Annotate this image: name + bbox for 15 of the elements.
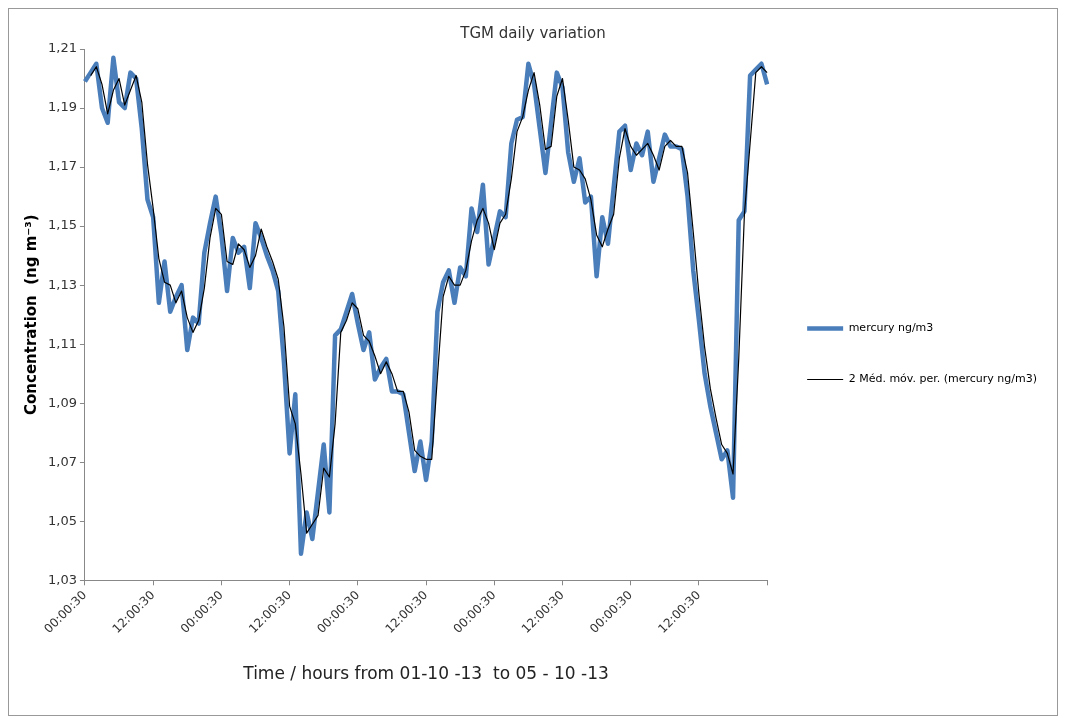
y-tick-label: 1,03 <box>47 571 77 587</box>
y-tick-label: 1,13 <box>47 276 77 292</box>
legend-label: 2 Méd. móv. per. (mercury ng/m3) <box>848 372 1038 386</box>
y-tick-label: 1,07 <box>47 453 77 469</box>
y-tick-label: 1,09 <box>47 394 77 410</box>
legend-label: mercury ng/m3 <box>848 321 934 335</box>
y-tick-label: 1,11 <box>47 335 77 351</box>
chart-title: TGM daily variation <box>459 23 606 42</box>
x-axis-title: Time / hours from 01-10 -13 to 05 - 10 -13 <box>242 663 609 684</box>
y-tick-label: 1,05 <box>47 512 77 528</box>
y-tick-label: 1,19 <box>47 99 77 115</box>
y-tick-label: 1,17 <box>47 158 77 174</box>
y-tick-label: 1,15 <box>47 217 77 233</box>
y-tick-label: 1,21 <box>47 40 77 56</box>
y-axis-title: Concentration (ng m⁻³) <box>21 214 40 415</box>
